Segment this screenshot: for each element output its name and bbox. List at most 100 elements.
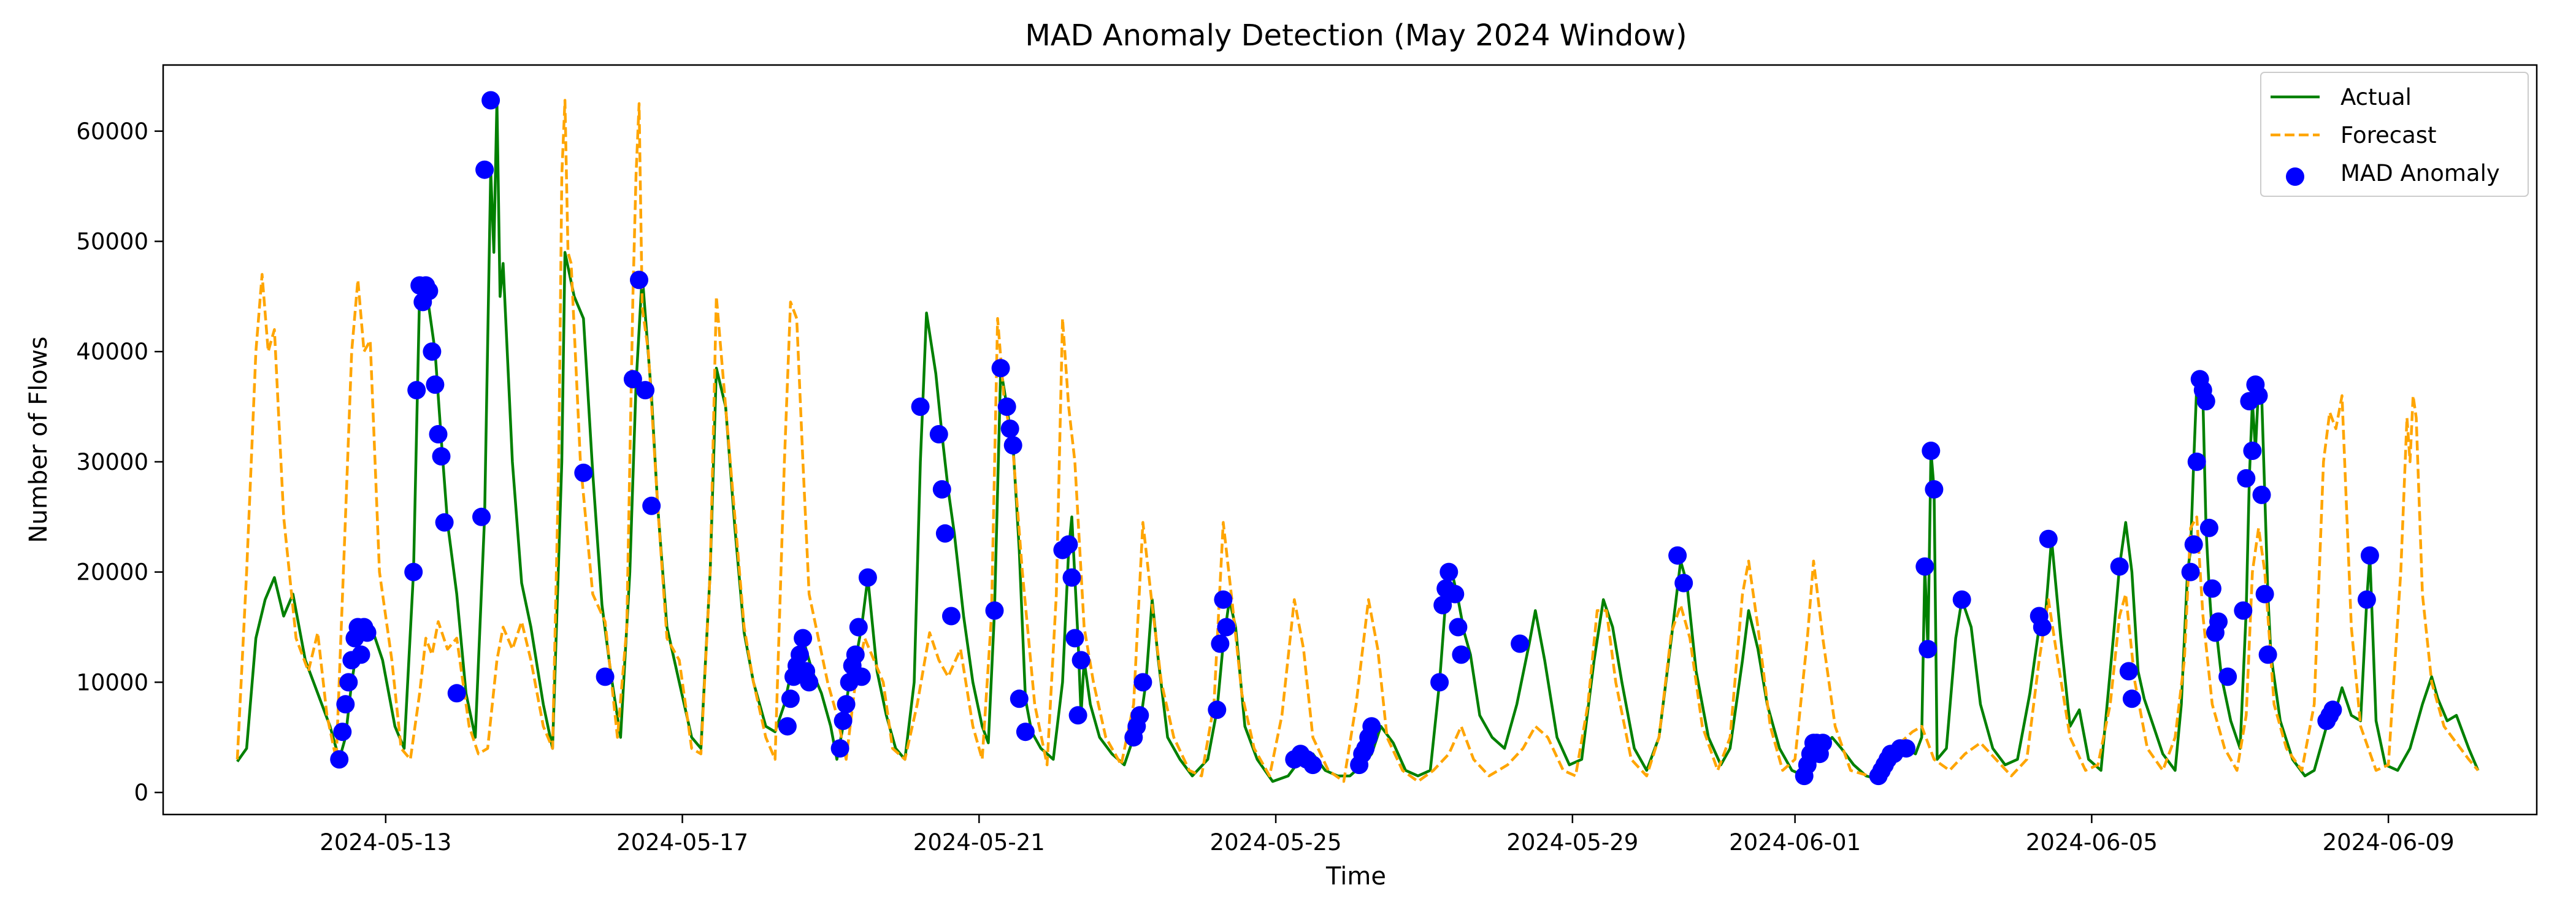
- anomaly-point: [1674, 573, 1693, 592]
- anomaly-point: [2357, 590, 2376, 609]
- anomaly-point: [435, 513, 454, 532]
- y-tick-label: 40000: [76, 339, 148, 365]
- anomaly-point: [1362, 717, 1381, 736]
- anomaly-point: [429, 425, 448, 443]
- anomaly-point: [1449, 618, 1468, 637]
- anomaly-point: [2202, 579, 2221, 598]
- anomaly-point: [407, 381, 426, 400]
- anomaly-point: [2181, 562, 2200, 581]
- anomaly-point: [2119, 662, 2138, 681]
- anomaly-point: [1814, 734, 1832, 753]
- x-tick-label: 2024-05-13: [320, 829, 451, 856]
- anomaly-point: [333, 723, 352, 742]
- anomaly-point: [929, 425, 948, 443]
- anomaly-point: [1130, 706, 1149, 725]
- anomaly-point: [1062, 568, 1081, 587]
- anomaly-point: [834, 711, 853, 730]
- anomaly-point: [830, 739, 849, 758]
- anomaly-point: [1915, 557, 1934, 576]
- anomaly-point: [1059, 535, 1078, 554]
- anomaly-point: [2209, 612, 2228, 631]
- legend-label-actual: Actual: [2340, 84, 2412, 110]
- anomaly-point: [2039, 529, 2058, 548]
- anomaly-point: [623, 370, 642, 389]
- anomaly-point: [596, 667, 615, 686]
- anomaly-point: [432, 447, 451, 466]
- anomaly-point: [1925, 480, 1944, 499]
- anomaly-point: [2199, 518, 2218, 537]
- anomaly-point: [846, 645, 865, 664]
- anomaly-point: [423, 342, 442, 361]
- anomaly-point: [2184, 535, 2203, 554]
- x-tick-label: 2024-06-01: [1729, 829, 1861, 856]
- y-tick-label: 30000: [76, 449, 148, 475]
- anomaly-point: [330, 750, 349, 769]
- legend: Actual Forecast MAD Anomaly: [2260, 72, 2529, 197]
- anomaly-point: [2243, 442, 2262, 460]
- anomaly-point: [794, 629, 813, 648]
- anomaly-point: [2360, 546, 2379, 565]
- legend-label-anomaly: MAD Anomaly: [2340, 160, 2500, 186]
- anomaly-point: [1439, 562, 1459, 581]
- anomaly-point: [426, 375, 445, 394]
- anomaly-point: [481, 91, 500, 110]
- anomaly-point: [2237, 469, 2256, 488]
- series-layer: [236, 91, 2480, 786]
- anomaly-point: [2252, 485, 2271, 504]
- x-tick-label: 2024-05-17: [616, 829, 748, 856]
- anomaly-point: [942, 607, 960, 626]
- anomaly-point: [849, 618, 868, 637]
- anomaly-point: [2255, 585, 2274, 604]
- anomaly-point: [1016, 723, 1035, 742]
- y-axis: 0 10000 20000 30000 40000 50000 60000: [76, 118, 163, 806]
- anomaly-point: [2234, 601, 2253, 620]
- anomaly-point: [447, 684, 466, 703]
- anomaly-point: [1211, 634, 1230, 653]
- legend-label-forecast: Forecast: [2340, 122, 2437, 148]
- legend-box: [2260, 72, 2529, 197]
- x-tick-label: 2024-05-21: [913, 829, 1045, 856]
- anomaly-point: [2249, 386, 2268, 405]
- anomaly-point: [642, 496, 661, 515]
- anomaly-point: [404, 562, 423, 581]
- anomaly-point: [1303, 756, 1322, 775]
- anomaly-point: [1065, 629, 1084, 648]
- y-tick-label: 50000: [76, 229, 148, 255]
- y-tick-label: 60000: [76, 118, 148, 145]
- x-tick-label: 2024-06-05: [2026, 829, 2158, 856]
- anomaly-point: [2122, 689, 2141, 708]
- anomaly-point: [1952, 590, 1971, 609]
- anomaly-point: [1433, 596, 1452, 615]
- anomaly-point: [475, 160, 494, 179]
- anomaly-point: [420, 282, 439, 301]
- anomaly-point: [997, 397, 1016, 416]
- anomaly-point: [2258, 645, 2277, 664]
- y-axis-title: Number of Flows: [25, 337, 53, 543]
- anomaly-point: [472, 507, 491, 526]
- forecast-series-line: [236, 99, 2480, 783]
- anomaly-point: [1000, 420, 1019, 438]
- legend-swatch-anomaly: [2286, 167, 2304, 186]
- anomaly-point: [1208, 700, 1227, 719]
- anomaly-point: [358, 623, 377, 642]
- anomaly-point: [858, 568, 877, 587]
- plot-frame: [162, 64, 2538, 816]
- y-tick-label: 0: [134, 780, 148, 806]
- x-axis: 2024-05-13 2024-05-17 2024-05-21 2024-05-25…: [320, 815, 2455, 856]
- anomaly-point: [2033, 618, 2052, 637]
- x-tick-label: 2024-05-29: [1506, 829, 1638, 856]
- anomaly-point: [1452, 645, 1471, 664]
- y-tick-label: 10000: [76, 669, 148, 696]
- anomaly-point: [630, 270, 648, 289]
- y-tick-label: 20000: [76, 559, 148, 586]
- chart-title: MAD Anomaly Detection (May 2024 Window): [1025, 18, 1687, 53]
- anomaly-point: [351, 645, 370, 664]
- anomaly-point: [1430, 673, 1449, 692]
- anomaly-point: [1217, 618, 1236, 637]
- x-tick-label: 2024-05-25: [1210, 829, 1342, 856]
- x-axis-title: Time: [1325, 862, 1386, 891]
- anomaly-point: [800, 673, 819, 692]
- anomaly-point: [1897, 739, 1915, 758]
- anomaly-point: [991, 359, 1010, 378]
